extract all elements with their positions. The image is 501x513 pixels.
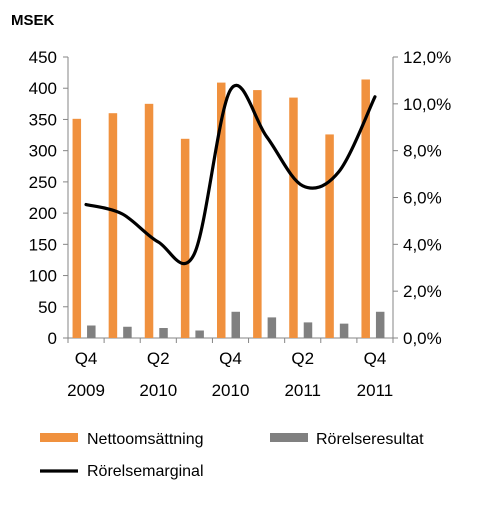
bar-nettoomsattning: [325, 134, 334, 338]
left-tick-label: 450: [29, 48, 57, 67]
right-tick-label: 12,0%: [403, 48, 451, 67]
bar-rorelseresultat: [87, 325, 96, 338]
left-tick-label: 50: [38, 298, 57, 317]
bar-nettoomsattning: [217, 82, 226, 338]
left-tick-label: 300: [29, 142, 57, 161]
left-tick-label: 100: [29, 267, 57, 286]
bar-rorelseresultat: [267, 317, 277, 338]
legend: Nettoomsättning Rörelseresultat Rörelsemar…: [40, 431, 424, 480]
bar-nettoomsattning: [180, 138, 190, 338]
bar-nettoomsattning: [361, 79, 370, 338]
x-tick-label-year: 2010: [139, 381, 177, 400]
margin-line: [84, 84, 377, 266]
legend-swatch-nettoomsattning: [40, 433, 78, 442]
x-tick-label-year: 2009: [67, 381, 105, 400]
bar-rorelseresultat: [303, 322, 313, 338]
axes: 0 50 100 150 200 250 300 350 400 450 0,0% 2,0% 4,0% 6…: [29, 48, 452, 400]
legend-label-nettoomsattning: Nettoomsättning: [87, 431, 204, 448]
bar-rorelseresultat: [195, 330, 204, 338]
left-tick-label: 150: [29, 235, 57, 254]
unit-label: MSEK: [11, 12, 55, 29]
left-tick-label: 350: [29, 110, 57, 129]
legend-label-rorelsemarginal: Rörelsemarginal: [87, 463, 204, 480]
bar-rorelseresultat: [339, 323, 349, 338]
right-tick-label: 2,0%: [403, 282, 442, 301]
right-tick-label: 4,0%: [403, 235, 442, 254]
x-tick-label-quarter: Q2: [291, 349, 314, 368]
bar-nettoomsattning: [253, 90, 262, 339]
x-tick-label-quarter: Q4: [219, 349, 242, 368]
x-tick-label-year: 2011: [357, 381, 394, 400]
left-tick-label: 0: [48, 329, 57, 348]
left-tick-label: 400: [29, 79, 57, 98]
legend-label-rorelseresultat: Rörelseresultat: [316, 431, 424, 448]
x-tick-label-quarter: Q2: [147, 349, 170, 368]
x-tick-label-year: 2010: [212, 381, 250, 400]
right-tick-label: 0,0%: [403, 329, 442, 348]
bar-nettoomsattning: [72, 118, 82, 338]
right-tick-label: 6,0%: [403, 189, 442, 208]
left-tick-label: 250: [29, 173, 57, 192]
x-tick-label-quarter: Q4: [75, 349, 98, 368]
bar-rorelseresultat: [231, 311, 240, 338]
bar-nettoomsattning: [108, 113, 118, 338]
bar-rorelseresultat: [159, 328, 168, 338]
bar-rorelseresultat: [375, 311, 385, 338]
legend-swatch-rorelseresultat: [270, 433, 308, 442]
x-tick-label-quarter: Q4: [364, 349, 387, 368]
right-tick-label: 10,0%: [403, 95, 451, 114]
left-tick-label: 200: [29, 204, 57, 223]
bar-nettoomsattning: [144, 103, 154, 338]
bars: [72, 79, 385, 339]
bar-nettoomsattning: [289, 97, 298, 338]
x-tick-label-year: 2011: [284, 381, 321, 400]
line-rorelsemarginal: [84, 84, 377, 266]
bar-rorelseresultat: [123, 326, 132, 338]
right-tick-label: 8,0%: [403, 142, 442, 161]
